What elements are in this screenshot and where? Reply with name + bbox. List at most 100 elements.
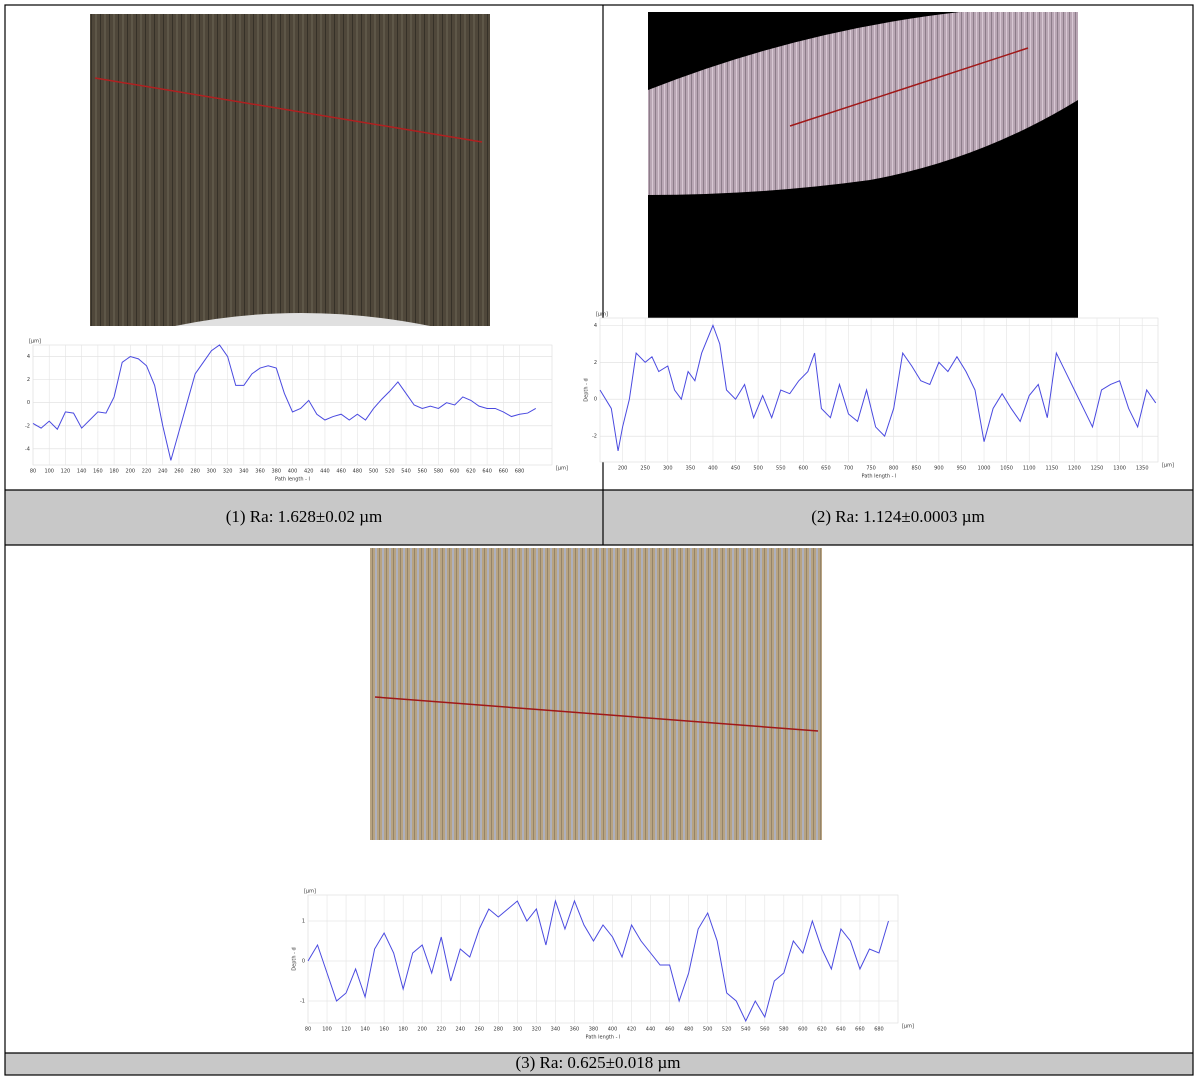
x-tick-label: 300 bbox=[207, 469, 217, 475]
y-tick-label: -2 bbox=[592, 434, 597, 440]
profile-line bbox=[599, 323, 1157, 452]
x-tick-label: 360 bbox=[570, 1027, 580, 1033]
x-tick-label: 620 bbox=[466, 469, 476, 475]
x-tick-label: 750 bbox=[866, 466, 876, 472]
x-tick-label: 1050 bbox=[1000, 466, 1013, 472]
x-tick-label: 580 bbox=[779, 1027, 789, 1033]
x-tick-label: 320 bbox=[532, 1027, 542, 1033]
x-tick-label: 240 bbox=[158, 469, 168, 475]
x-tick-label: 320 bbox=[223, 469, 233, 475]
x-tick-label: 420 bbox=[304, 469, 314, 475]
y-tick-label: 4 bbox=[27, 354, 30, 360]
x-tick-label: 650 bbox=[821, 466, 831, 472]
x-tick-label: 200 bbox=[417, 1027, 427, 1033]
y-tick-label: 0 bbox=[302, 959, 305, 965]
x-tick-label: 220 bbox=[436, 1027, 446, 1033]
y-tick-label: 0 bbox=[27, 400, 30, 406]
x-tick-label: 260 bbox=[475, 1027, 485, 1033]
x-tick-label: 550 bbox=[776, 466, 786, 472]
x-tick-label: 950 bbox=[957, 466, 967, 472]
x-tick-label: 160 bbox=[379, 1027, 389, 1033]
x-axis-label: Path length - l bbox=[862, 474, 897, 480]
x-tick-label: 680 bbox=[874, 1027, 884, 1033]
profile-line bbox=[32, 344, 537, 461]
caption-row bbox=[5, 1053, 1193, 1075]
x-tick-label: 560 bbox=[760, 1027, 770, 1033]
x-tick-label: 360 bbox=[255, 469, 265, 475]
x-tick-label: 120 bbox=[61, 469, 71, 475]
x-tick-label: 80 bbox=[305, 1027, 311, 1033]
x-tick-label: 520 bbox=[722, 1027, 732, 1033]
x-tick-label: 660 bbox=[499, 469, 509, 475]
x-tick-label: 460 bbox=[336, 469, 346, 475]
x-tick-label: 440 bbox=[646, 1027, 656, 1033]
caption: (2) Ra: 1.124±0.0003 µm bbox=[811, 507, 985, 526]
x-tick-label: 600 bbox=[450, 469, 460, 475]
x-tick-label: 400 bbox=[708, 466, 718, 472]
x-tick-label: 200 bbox=[618, 466, 628, 472]
x-tick-label: 160 bbox=[93, 469, 103, 475]
x-tick-label: 380 bbox=[589, 1027, 599, 1033]
x-tick-label: 250 bbox=[640, 466, 650, 472]
x-tick-label: 1100 bbox=[1023, 466, 1036, 472]
x-tick-label: 600 bbox=[799, 466, 809, 472]
x-tick-label: 700 bbox=[844, 466, 854, 472]
x-tick-label: 400 bbox=[608, 1027, 618, 1033]
caption-row bbox=[5, 490, 1193, 545]
x-axis-label: Path length - l bbox=[275, 477, 310, 483]
caption: (3) Ra: 0.625±0.018 µm bbox=[515, 1053, 680, 1072]
caption: (1) Ra: 1.628±0.02 µm bbox=[226, 507, 383, 526]
x-tick-label: 400 bbox=[288, 469, 298, 475]
x-tick-label: 300 bbox=[513, 1027, 523, 1033]
y-tick-label: 0 bbox=[594, 397, 597, 403]
x-unit-label: [µm] bbox=[556, 466, 568, 472]
y-tick-label: 1 bbox=[302, 919, 305, 925]
x-unit-label: [µm] bbox=[1162, 463, 1174, 469]
x-tick-label: 280 bbox=[190, 469, 200, 475]
y-tick-label: 2 bbox=[27, 377, 30, 383]
x-tick-label: 1200 bbox=[1068, 466, 1081, 472]
micrograph-2 bbox=[648, 12, 1078, 325]
x-tick-label: 380 bbox=[272, 469, 282, 475]
x-tick-label: 460 bbox=[665, 1027, 675, 1033]
x-tick-label: 520 bbox=[385, 469, 395, 475]
x-tick-label: 620 bbox=[817, 1027, 827, 1033]
x-tick-label: 280 bbox=[494, 1027, 504, 1033]
x-tick-label: 800 bbox=[889, 466, 899, 472]
plot-area bbox=[307, 894, 899, 1024]
y-tick-label: -1 bbox=[300, 999, 305, 1005]
x-tick-label: 140 bbox=[77, 469, 87, 475]
x-tick-label: 640 bbox=[482, 469, 492, 475]
x-tick-label: 500 bbox=[703, 1027, 713, 1033]
x-tick-label: 540 bbox=[741, 1027, 751, 1033]
x-tick-label: 180 bbox=[398, 1027, 408, 1033]
x-tick-label: 340 bbox=[239, 469, 249, 475]
y-unit-label: [µm] bbox=[304, 889, 316, 895]
y-axis-label: Depth - d bbox=[584, 378, 590, 401]
x-tick-label: 100 bbox=[44, 469, 54, 475]
y-tick-label: 2 bbox=[594, 360, 597, 366]
x-tick-label: 80 bbox=[30, 469, 36, 475]
x-axis-label: Path length - l bbox=[586, 1035, 621, 1041]
plot-area bbox=[599, 317, 1159, 463]
x-tick-label: 1150 bbox=[1045, 466, 1058, 472]
x-tick-label: 600 bbox=[798, 1027, 808, 1033]
x-tick-label: 260 bbox=[174, 469, 184, 475]
x-tick-label: 640 bbox=[836, 1027, 846, 1033]
micrograph-1 bbox=[90, 14, 490, 326]
y-tick-label: -4 bbox=[25, 446, 30, 452]
x-tick-label: 1250 bbox=[1091, 466, 1104, 472]
x-tick-label: 180 bbox=[109, 469, 119, 475]
y-tick-label: 4 bbox=[594, 323, 597, 329]
profile-line bbox=[307, 899, 889, 1023]
x-tick-label: 420 bbox=[627, 1027, 637, 1033]
x-tick-label: 450 bbox=[731, 466, 741, 472]
y-unit-label: [µm] bbox=[29, 339, 41, 345]
x-tick-label: 540 bbox=[401, 469, 411, 475]
x-tick-label: 300 bbox=[663, 466, 673, 472]
x-tick-label: 660 bbox=[855, 1027, 865, 1033]
x-tick-label: 140 bbox=[360, 1027, 370, 1033]
x-tick-label: 1000 bbox=[978, 466, 991, 472]
x-tick-label: 220 bbox=[142, 469, 152, 475]
